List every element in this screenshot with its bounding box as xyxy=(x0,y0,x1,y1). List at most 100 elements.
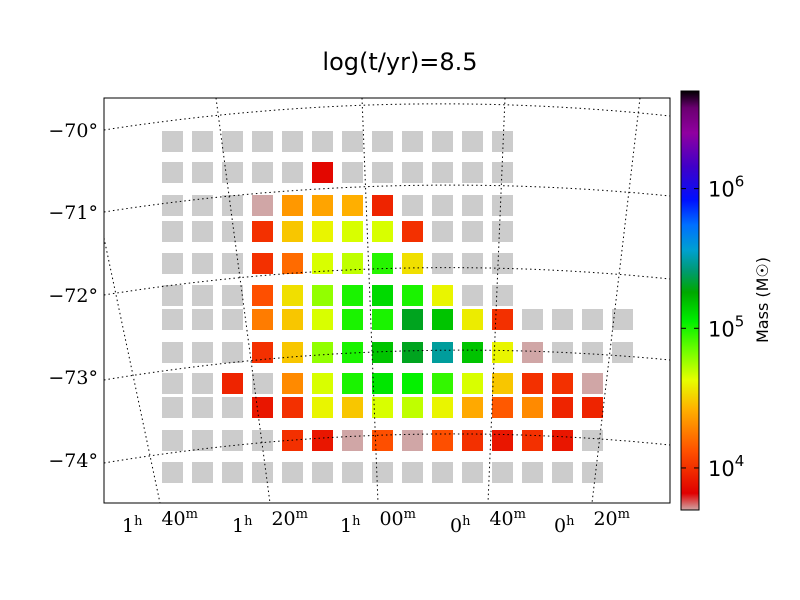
mass-cell xyxy=(342,373,363,394)
mass-cell xyxy=(492,397,513,418)
no-data-cell xyxy=(612,342,633,363)
no-data-cell xyxy=(552,309,573,330)
coordinate-grid xyxy=(103,97,671,504)
no-data-cell xyxy=(192,309,213,330)
mass-cell xyxy=(312,253,333,274)
no-data-cell xyxy=(342,462,363,483)
x-tick-label: 1h 00m xyxy=(340,507,416,537)
no-data-cell xyxy=(462,221,483,242)
no-data-cell xyxy=(222,309,243,330)
no-data-cell xyxy=(162,309,183,330)
mass-cell xyxy=(552,397,573,418)
colorbar-tick-label: 106 xyxy=(708,173,744,202)
right-ascension-gridline xyxy=(361,97,379,504)
y-tick-labels: −70° −71° −72° −73° −74° xyxy=(48,120,98,472)
no-data-cell xyxy=(192,397,213,418)
no-data-cell xyxy=(252,430,273,451)
no-data-cell xyxy=(282,131,303,152)
mass-cell xyxy=(462,397,483,418)
no-data-cell xyxy=(432,131,453,152)
no-data-cell xyxy=(582,430,603,451)
mass-cell xyxy=(522,397,543,418)
no-data-cell xyxy=(492,462,513,483)
x-tick-label: 1h 20m xyxy=(232,507,308,537)
no-data-cell xyxy=(192,253,213,274)
no-data-cell xyxy=(222,221,243,242)
colorbar-ticks: 104 105 106 xyxy=(681,173,744,481)
mass-cell xyxy=(402,285,423,306)
mass-cell xyxy=(432,397,453,418)
no-data-cell xyxy=(222,162,243,183)
no-data-cell xyxy=(192,162,213,183)
mass-cell xyxy=(252,285,273,306)
no-data-cell xyxy=(282,462,303,483)
mass-cell xyxy=(282,285,303,306)
mass-cell xyxy=(282,309,303,330)
no-data-cell xyxy=(192,430,213,451)
mass-cell xyxy=(462,430,483,451)
no-data-cell xyxy=(432,162,453,183)
mass-cell xyxy=(402,373,423,394)
mass-cell xyxy=(432,430,453,451)
no-data-cell xyxy=(162,397,183,418)
y-tick-label: −73° xyxy=(48,367,98,389)
no-data-cell xyxy=(432,221,453,242)
right-ascension-gridline xyxy=(103,237,161,504)
no-data-cell xyxy=(402,162,423,183)
no-data-cell xyxy=(162,342,183,363)
mass-cell xyxy=(342,430,363,451)
mass-cell xyxy=(402,253,423,274)
no-data-cell xyxy=(222,253,243,274)
no-data-cell xyxy=(432,195,453,216)
no-data-cell xyxy=(222,462,243,483)
mass-cell xyxy=(282,342,303,363)
no-data-cell xyxy=(432,462,453,483)
no-data-cell xyxy=(462,285,483,306)
no-data-cell xyxy=(582,342,603,363)
mass-cell xyxy=(402,342,423,363)
mass-cell xyxy=(462,309,483,330)
no-data-cell xyxy=(462,162,483,183)
no-data-cell xyxy=(252,162,273,183)
mass-cell xyxy=(462,342,483,363)
no-data-cell xyxy=(492,253,513,274)
no-data-cell xyxy=(492,285,513,306)
mass-cell xyxy=(372,309,393,330)
mass-cell xyxy=(402,309,423,330)
declination-gridline xyxy=(103,433,671,464)
mass-cell xyxy=(342,342,363,363)
mass-cell xyxy=(372,285,393,306)
mass-cell xyxy=(492,309,513,330)
y-tick-label: −70° xyxy=(48,120,98,142)
no-data-cell xyxy=(462,253,483,274)
no-data-cell xyxy=(342,131,363,152)
no-data-cell xyxy=(162,430,183,451)
mass-cell xyxy=(432,373,453,394)
no-data-cell xyxy=(492,131,513,152)
mass-cell xyxy=(252,397,273,418)
mass-cell xyxy=(372,195,393,216)
declination-gridline xyxy=(103,267,671,296)
no-data-cell xyxy=(222,430,243,451)
mass-cell xyxy=(312,221,333,242)
mass-cell xyxy=(252,309,273,330)
colorbar: 104 105 106 Mass (M☉) xyxy=(680,90,772,511)
no-data-cell xyxy=(462,195,483,216)
no-data-cell xyxy=(372,462,393,483)
mass-cell xyxy=(312,309,333,330)
no-data-cell xyxy=(192,131,213,152)
no-data-cell xyxy=(522,462,543,483)
mass-cell xyxy=(312,285,333,306)
right-ascension-gridline xyxy=(487,97,506,504)
right-ascension-gridline xyxy=(591,97,641,504)
y-tick-label: −71° xyxy=(48,202,98,224)
colorbar-tick-label: 105 xyxy=(708,312,744,341)
mass-cell xyxy=(282,373,303,394)
mass-cell xyxy=(372,253,393,274)
right-ascension-gridline xyxy=(215,97,271,504)
no-data-cell xyxy=(162,285,183,306)
mass-cell xyxy=(312,162,333,183)
no-data-cell xyxy=(222,342,243,363)
colorbar-gradient xyxy=(680,90,700,511)
mass-cell xyxy=(312,342,333,363)
